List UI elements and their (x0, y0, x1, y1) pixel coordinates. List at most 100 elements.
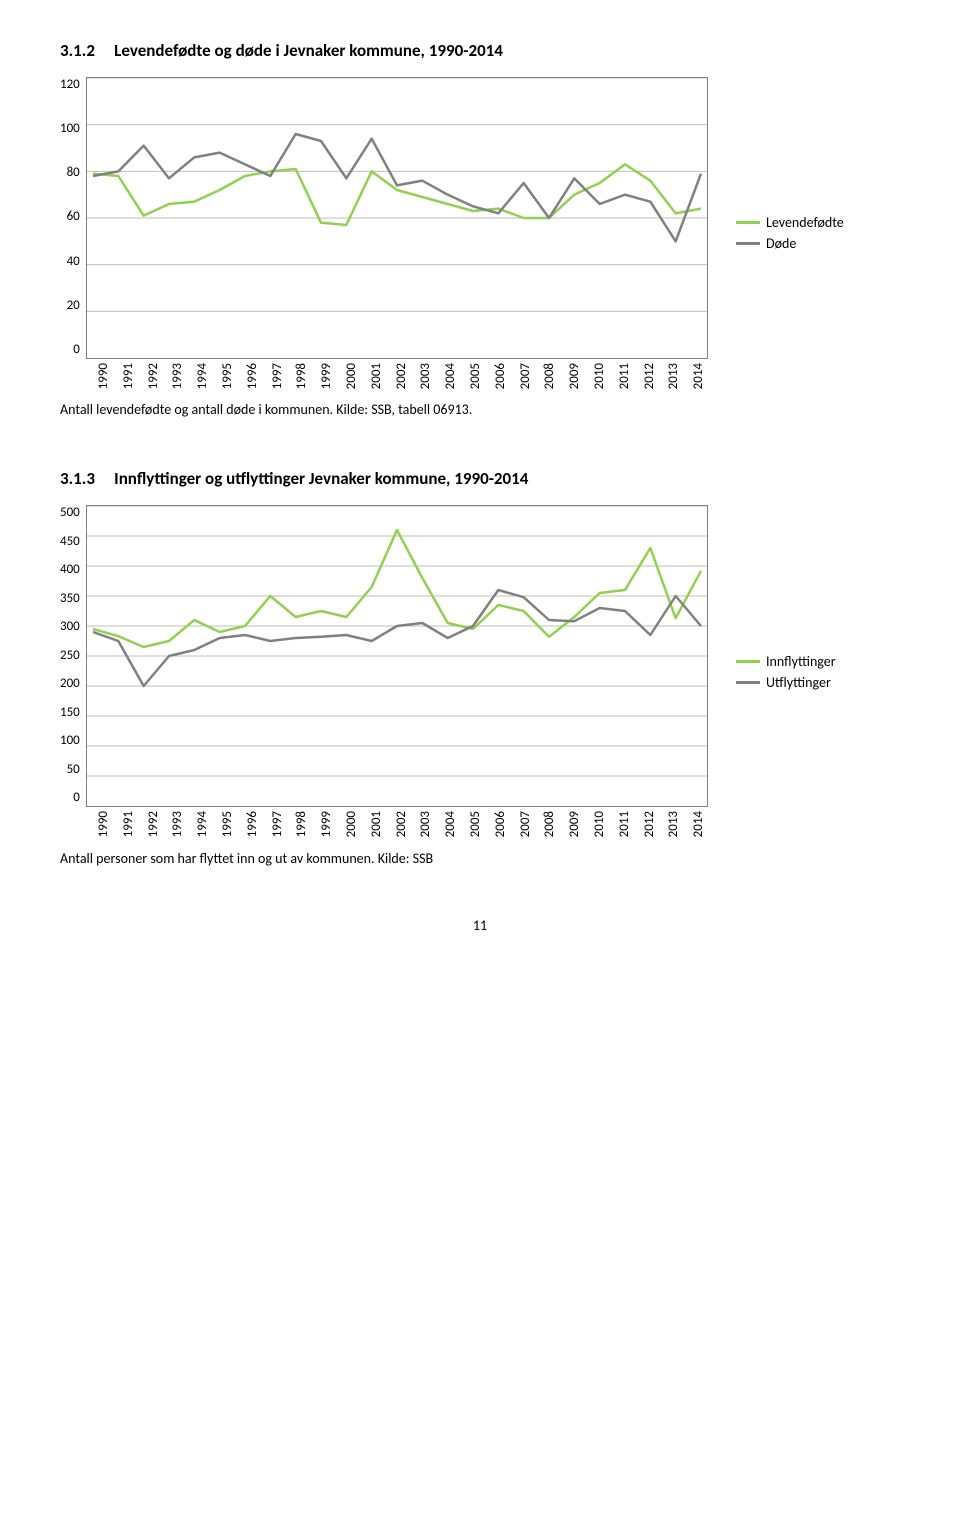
xtick-label: 1995 (220, 811, 245, 837)
chart-1-box (86, 77, 708, 359)
ytick-label: 500 (60, 505, 80, 520)
ytick-label: 400 (60, 562, 80, 577)
xtick-label: 2010 (592, 811, 617, 837)
xtick-label: 2006 (493, 811, 518, 837)
xtick-label: 2000 (344, 363, 369, 389)
ytick-label: 80 (67, 165, 80, 180)
xtick-label: 1998 (294, 363, 319, 389)
xtick-label: 2007 (518, 363, 543, 389)
xtick-label: 1997 (270, 811, 295, 837)
xtick-label: 2011 (617, 363, 642, 389)
xtick-label: 2008 (542, 363, 567, 389)
legend-label: Utflyttinger (766, 674, 831, 691)
xtick-label: 2007 (518, 811, 543, 837)
ytick-label: 50 (67, 762, 80, 777)
xtick-label: 1994 (195, 363, 220, 389)
chart-2-wrapper: 500450400350300250200150100500 199019911… (60, 505, 900, 837)
ytick-label: 200 (60, 676, 80, 691)
xtick-label: 1998 (294, 811, 319, 837)
xtick-label: 1996 (245, 811, 270, 837)
legend-item: Levendefødte (736, 214, 844, 231)
section-1-title: 3.1.2 Levendefødte og døde i Jevnaker ko… (60, 40, 900, 61)
xtick-label: 2008 (542, 811, 567, 837)
xtick-label: 1990 (96, 363, 121, 389)
xtick-label: 1990 (96, 811, 121, 837)
xtick-label: 2014 (691, 811, 716, 837)
xtick-label: 2009 (567, 811, 592, 837)
xtick-label: 1996 (245, 363, 270, 389)
section-2-text: Innflyttinger og utflyttinger Jevnaker k… (114, 468, 528, 489)
xtick-label: 2004 (443, 811, 468, 837)
ytick-label: 20 (67, 298, 80, 313)
xtick-label: 1992 (146, 811, 171, 837)
xtick-label: 2004 (443, 363, 468, 389)
xtick-label: 2001 (369, 363, 394, 389)
legend-item: Innflyttinger (736, 653, 836, 670)
chart-1-svg (87, 78, 707, 358)
legend-item: Utflyttinger (736, 674, 836, 691)
xtick-label: 2012 (642, 363, 667, 389)
legend-label: Levendefødte (766, 214, 844, 231)
xtick-label: 2013 (666, 811, 691, 837)
xtick-label: 2000 (344, 811, 369, 837)
xtick-label: 1991 (121, 363, 146, 389)
ytick-label: 60 (67, 209, 80, 224)
xtick-label: 2002 (394, 811, 419, 837)
section-2-title: 3.1.3 Innflyttinger og utflyttinger Jevn… (60, 468, 900, 489)
ytick-label: 350 (60, 591, 80, 606)
ytick-label: 120 (60, 77, 80, 92)
chart-1-wrapper: 120 100 80 60 40 20 0 199019911992199319941995… (60, 77, 900, 389)
chart-2-ylabels: 500450400350300250200150100500 (60, 505, 86, 805)
xtick-label: 2005 (468, 363, 493, 389)
chart-2-svg (87, 506, 707, 806)
page-number: 11 (60, 917, 900, 934)
ytick-label: 100 (60, 733, 80, 748)
xtick-label: 2012 (642, 811, 667, 837)
legend-label: Døde (766, 235, 796, 252)
legend-label: Innflyttinger (766, 653, 836, 670)
xtick-label: 2001 (369, 811, 394, 837)
xtick-label: 2011 (617, 811, 642, 837)
xtick-label: 1993 (170, 363, 195, 389)
ytick-label: 100 (60, 121, 80, 136)
xtick-label: 2014 (691, 363, 716, 389)
ytick-label: 300 (60, 619, 80, 634)
xtick-label: 1997 (270, 363, 295, 389)
chart-2-legend: Innflyttinger Utflyttinger (736, 649, 836, 695)
xtick-label: 2003 (418, 811, 443, 837)
ytick-label: 0 (73, 342, 80, 357)
legend-swatch (736, 660, 760, 663)
ytick-label: 40 (67, 254, 80, 269)
chart-1-xlabels: 1990199119921993199419951996199719981999… (96, 363, 716, 389)
section-2-number: 3.1.3 (60, 468, 95, 489)
chart-2-xlabels: 1990199119921993199419951996199719981999… (96, 811, 716, 837)
xtick-label: 2002 (394, 363, 419, 389)
chart-2-box (86, 505, 708, 807)
chart-2-source: Antall personer som har flyttet inn og u… (60, 850, 900, 867)
ytick-label: 150 (60, 705, 80, 720)
xtick-label: 1992 (146, 363, 171, 389)
section-1-number: 3.1.2 (60, 40, 95, 61)
xtick-label: 2013 (666, 363, 691, 389)
section-1-text: Levendefødte og døde i Jevnaker kommune,… (114, 40, 503, 61)
chart-1-source: Antall levendefødte og antall døde i kom… (60, 401, 900, 418)
xtick-label: 2009 (567, 363, 592, 389)
legend-swatch (736, 681, 760, 684)
xtick-label: 1994 (195, 811, 220, 837)
xtick-label: 2003 (418, 363, 443, 389)
xtick-label: 1995 (220, 363, 245, 389)
xtick-label: 2010 (592, 363, 617, 389)
xtick-label: 1999 (319, 363, 344, 389)
legend-swatch (736, 221, 760, 224)
ytick-label: 250 (60, 648, 80, 663)
ytick-label: 0 (73, 790, 80, 805)
xtick-label: 1991 (121, 811, 146, 837)
xtick-label: 2006 (493, 363, 518, 389)
chart-1-ylabels: 120 100 80 60 40 20 0 (60, 77, 86, 357)
legend-swatch (736, 242, 760, 245)
ytick-label: 450 (60, 534, 80, 549)
xtick-label: 1999 (319, 811, 344, 837)
xtick-label: 1993 (170, 811, 195, 837)
chart-1-legend: Levendefødte Døde (736, 210, 844, 256)
xtick-label: 2005 (468, 811, 493, 837)
